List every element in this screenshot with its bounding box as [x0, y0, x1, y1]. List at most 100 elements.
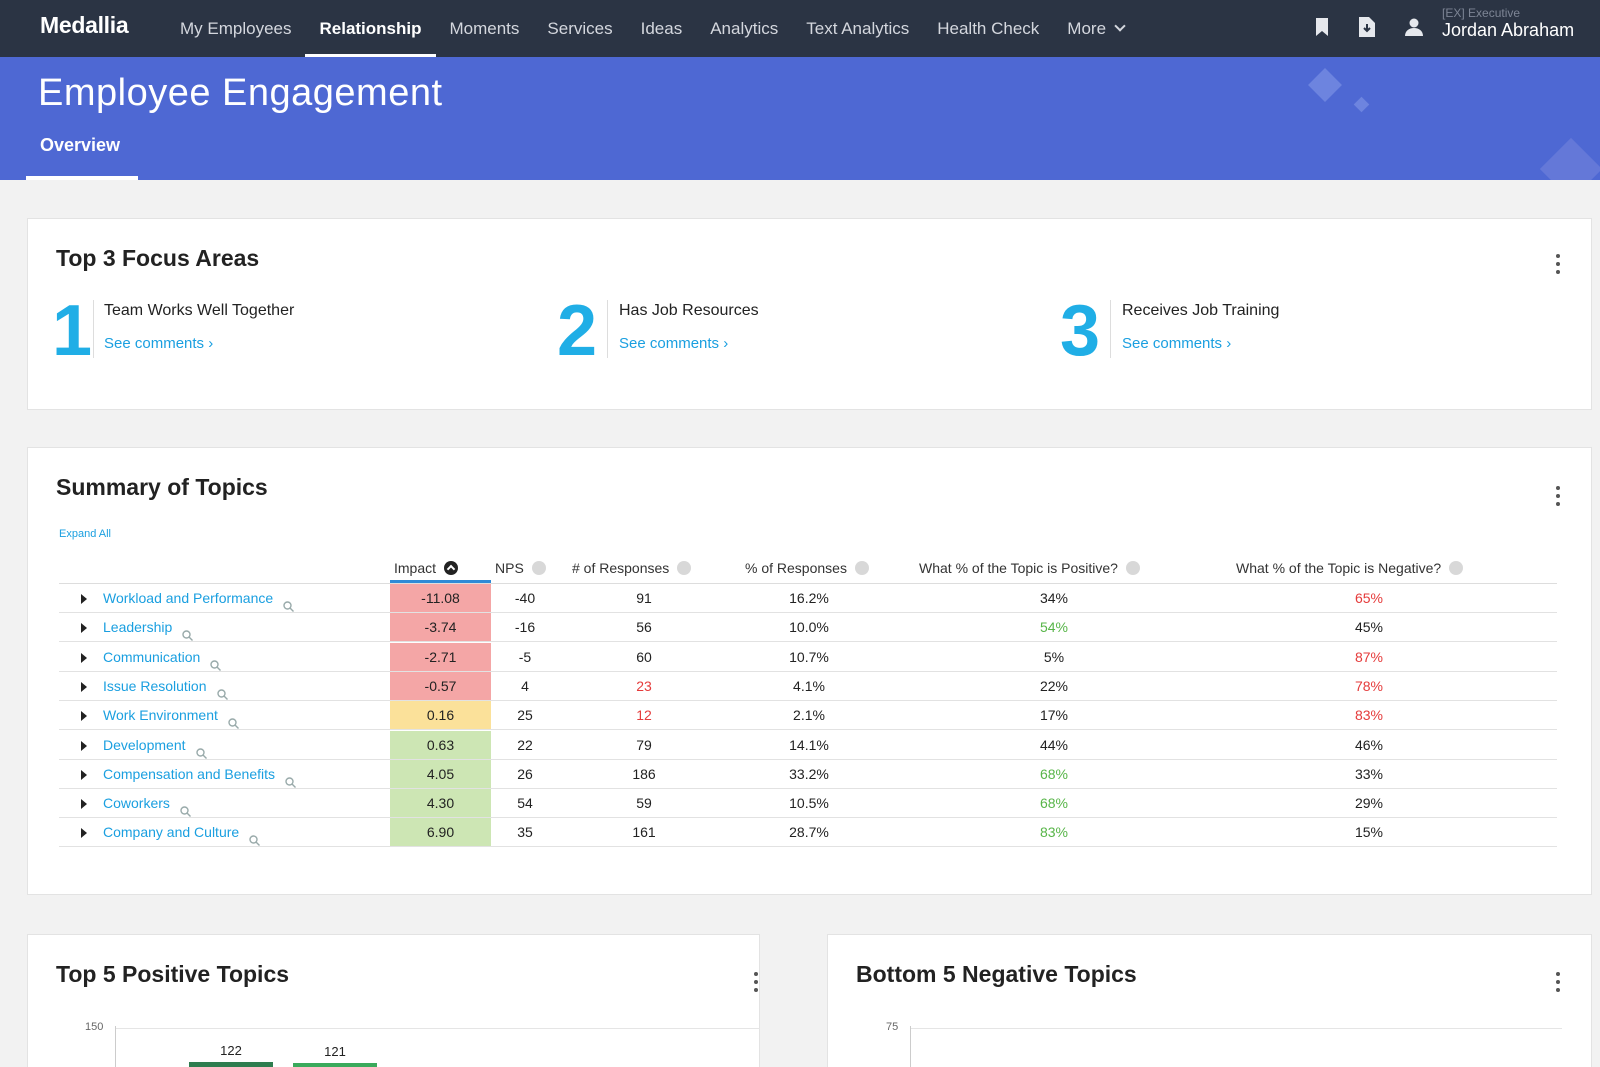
search-icon[interactable] [249, 827, 261, 846]
negative-pct-cell: 65% [1354, 590, 1384, 606]
search-icon[interactable] [210, 652, 222, 671]
tab-overview[interactable]: Overview [26, 123, 138, 180]
search-icon[interactable] [195, 740, 207, 759]
topic-name[interactable]: Coworkers [103, 795, 170, 811]
topic-link[interactable]: Company and Culture [103, 818, 261, 846]
bookmark-icon[interactable] [1310, 14, 1334, 40]
topic-name[interactable]: Company and Culture [103, 824, 240, 840]
see-comments-link-2[interactable]: See comments › [619, 335, 729, 352]
pct-responses-cell: 10.0% [789, 619, 829, 635]
gridline [910, 1028, 1562, 1029]
topic-name[interactable]: Work Environment [103, 707, 218, 723]
positive-pct-cell: 54% [1039, 619, 1069, 635]
nav-text-analytics[interactable]: Text Analytics [792, 0, 923, 57]
column-header-positive[interactable]: What % of the Topic is Positive? [919, 560, 1140, 576]
nav-services[interactable]: Services [533, 0, 626, 57]
expand-row-icon[interactable] [81, 594, 87, 604]
topic-name[interactable]: Issue Resolution [103, 678, 207, 694]
impact-cell: 0.63 [390, 731, 491, 759]
topic-link[interactable]: Issue Resolution [103, 672, 228, 700]
page-title: Employee Engagement [38, 72, 443, 114]
topic-link[interactable]: Workload and Performance [103, 584, 295, 612]
nav-more-dropdown[interactable]: More [1053, 0, 1138, 57]
topic-name[interactable]: Workload and Performance [103, 590, 274, 606]
responses-cell: 161 [632, 824, 656, 840]
medallia-logo[interactable]: Medallia [40, 12, 129, 38]
user-icon[interactable] [1402, 14, 1426, 40]
positive-pct-cell: 68% [1039, 766, 1069, 782]
nav-ideas[interactable]: Ideas [627, 0, 697, 57]
expand-row-icon[interactable] [81, 799, 87, 809]
sort-icon[interactable] [531, 561, 546, 575]
export-icon[interactable] [1355, 14, 1379, 40]
focus-areas-title: Top 3 Focus Areas [56, 245, 260, 271]
search-icon[interactable] [180, 798, 191, 817]
expand-row-icon[interactable] [81, 770, 87, 780]
sort-indicator [390, 580, 491, 583]
sort-icon[interactable] [1125, 561, 1140, 575]
see-comments-link-1[interactable]: See comments › [104, 335, 214, 352]
expand-row-icon[interactable] [81, 828, 87, 838]
focus-rank-3: 3 [1060, 291, 1101, 371]
search-icon[interactable] [285, 769, 296, 788]
column-header-impact[interactable]: Impact [394, 560, 459, 576]
see-comments-link-3[interactable]: See comments › [1122, 335, 1232, 352]
y-axis-line [115, 1026, 116, 1067]
topic-name[interactable]: Leadership [103, 619, 173, 635]
search-icon[interactable] [216, 681, 228, 700]
sort-ascending-icon[interactable] [444, 561, 459, 575]
topic-link[interactable]: Development [103, 731, 207, 759]
negative-pct-cell: 87% [1354, 649, 1384, 665]
chart-bar[interactable] [189, 1062, 273, 1067]
user-name[interactable]: Jordan Abraham [1442, 20, 1575, 40]
expand-row-icon[interactable] [81, 653, 87, 663]
page-header-banner: Employee Engagement Overview [0, 57, 1600, 180]
topic-link[interactable]: Leadership [103, 613, 194, 641]
responses-cell: 56 [636, 619, 652, 635]
summary-menu-icon[interactable] [1548, 482, 1568, 510]
chart-bar[interactable] [293, 1063, 377, 1067]
nav-health-check[interactable]: Health Check [923, 0, 1053, 57]
search-icon[interactable] [182, 622, 194, 641]
negative-pct-cell: 83% [1354, 707, 1384, 723]
column-header-negative[interactable]: What % of the Topic is Negative? [1236, 560, 1464, 576]
topic-name[interactable]: Compensation and Benefits [103, 766, 275, 782]
nps-cell: 26 [517, 766, 533, 782]
sort-icon[interactable] [1449, 561, 1464, 575]
topic-link[interactable]: Communication [103, 643, 222, 671]
nav-moments[interactable]: Moments [436, 0, 534, 57]
divider [93, 300, 94, 358]
sort-icon[interactable] [677, 561, 692, 575]
search-icon[interactable] [228, 710, 239, 729]
topic-name[interactable]: Development [103, 737, 186, 753]
column-label: # of Responses [572, 560, 670, 576]
nav-links: My Employees Relationship Moments Servic… [166, 0, 1138, 57]
nav-relationship[interactable]: Relationship [305, 0, 436, 57]
expand-row-icon[interactable] [81, 711, 87, 721]
topic-link[interactable]: Compensation and Benefits [103, 760, 296, 788]
expand-row-icon[interactable] [81, 741, 87, 751]
nav-my-employees[interactable]: My Employees [166, 0, 305, 57]
sort-icon[interactable] [854, 561, 869, 575]
nav-label: My Employees [180, 18, 292, 38]
topic-link[interactable]: Coworkers [103, 789, 191, 817]
positive-topics-menu-icon[interactable] [746, 968, 766, 996]
nav-analytics[interactable]: Analytics [696, 0, 792, 57]
table-row: Communication -2.71 -5 60 10.7% 5% 87% [59, 643, 1557, 672]
expand-row-icon[interactable] [81, 623, 87, 633]
nps-cell: -5 [518, 649, 532, 665]
column-header-nps[interactable]: NPS [495, 560, 546, 576]
focus-areas-card [27, 218, 1592, 410]
topic-link[interactable]: Work Environment [103, 701, 239, 729]
pct-responses-cell: 33.2% [789, 766, 829, 782]
negative-topics-menu-icon[interactable] [1548, 968, 1568, 996]
y-axis-line [910, 1026, 911, 1067]
expand-all-link[interactable]: Expand All [59, 528, 111, 540]
topic-name[interactable]: Communication [103, 649, 201, 665]
focus-areas-menu-icon[interactable] [1548, 250, 1568, 278]
column-label: What % of the Topic is Negative? [1236, 560, 1442, 576]
search-icon[interactable] [283, 593, 295, 612]
column-header-responses[interactable]: # of Responses [572, 560, 692, 576]
column-header-pct-responses[interactable]: % of Responses [745, 560, 869, 576]
expand-row-icon[interactable] [81, 682, 87, 692]
